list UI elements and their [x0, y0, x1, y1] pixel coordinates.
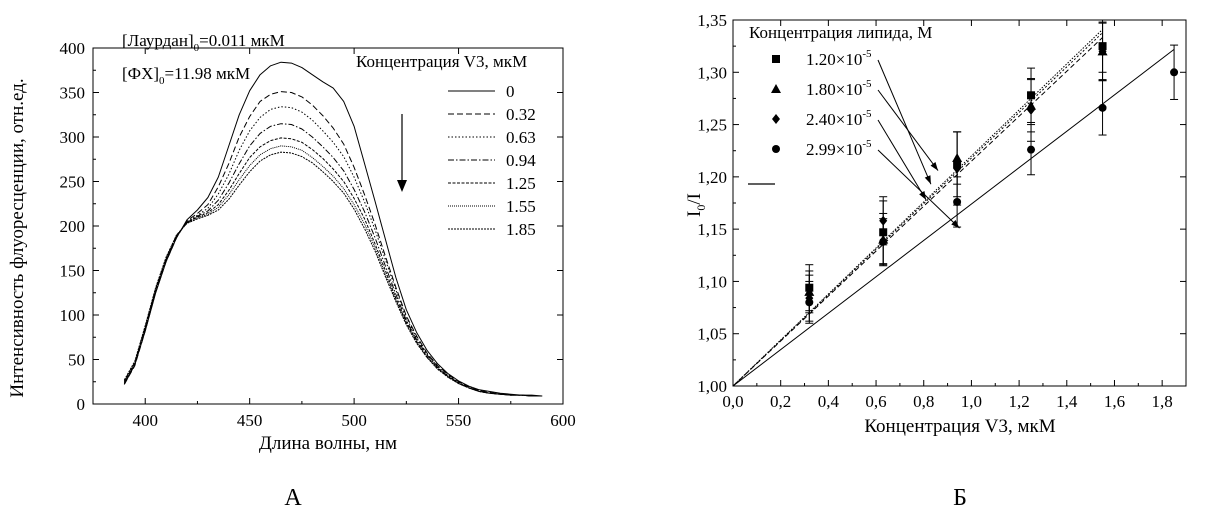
annotation-laurdan: [Лаурдан]0=0.011 мкМ [122, 31, 285, 54]
chart-a-ylabel: Интенсивность флуоресценции, отн.ед. [7, 78, 28, 397]
chart-a-xlabel: Длина волны, нм [259, 433, 397, 454]
legend-arrow [878, 150, 960, 228]
y-tick-label: 200 [60, 217, 86, 236]
circle-marker [805, 298, 813, 306]
chart-a-ticks: 400 450 500 550 600 0 50 100 150 200 250 300 350 400 [60, 39, 576, 430]
y-tick-label: 1,00 [697, 377, 727, 396]
y-tick-label: 0 [77, 395, 86, 414]
x-tick-label: 1,4 [1056, 392, 1078, 411]
x-tick-label: 400 [132, 411, 158, 430]
x-tick-label: 1,2 [1008, 392, 1029, 411]
chart-b-fit-lines [733, 29, 1174, 386]
arrowhead-icon [925, 175, 931, 184]
spectrum-curve [124, 124, 542, 396]
spectrum-curve [124, 107, 542, 396]
y-tick-label: 300 [60, 128, 86, 147]
y-tick-label: 1,35 [697, 11, 727, 30]
y-tick-label: 400 [60, 39, 86, 58]
circle-marker [953, 198, 961, 206]
x-tick-label: 500 [341, 411, 367, 430]
chart-b-legend-arrows [878, 60, 960, 228]
chart-a-legend-title: Концентрация V3, мкМ [356, 52, 527, 71]
x-tick-label: 0,8 [913, 392, 934, 411]
y-tick-label: 1,25 [697, 116, 727, 135]
legend-label: 2.99×10-5 [806, 138, 872, 159]
legend-label: 0.32 [506, 105, 536, 124]
panel-label-b: Б [953, 485, 967, 511]
y-tick-label: 250 [60, 173, 86, 192]
x-tick-label: 600 [550, 411, 576, 430]
circle-marker [879, 238, 887, 246]
panel-label-a: А [284, 485, 302, 511]
circle-marker [1099, 104, 1107, 112]
circle-marker [1027, 146, 1035, 154]
legend-arrow [878, 120, 926, 200]
legend-label: 2.40×10-5 [806, 108, 872, 129]
triangle-marker [771, 84, 781, 93]
spectrum-curve [124, 152, 542, 396]
chart-b: 0,0 0,2 0,4 0,6 0,8 1,0 1,2 1,4 1,6 1,81,001,051,… [684, 11, 1186, 511]
spectrum-curve [124, 138, 542, 396]
annotation-fx: [ФХ]0=11.98 мкМ [122, 64, 250, 87]
square-marker [772, 55, 780, 63]
decrease-arrow-icon [397, 180, 407, 192]
y-tick-label: 150 [60, 262, 86, 281]
y-tick-label: 1,30 [697, 63, 727, 82]
legend-label: 0 [506, 82, 515, 101]
x-tick-label: 1,0 [961, 392, 982, 411]
x-tick-label: 1,8 [1152, 392, 1173, 411]
x-tick-label: 450 [237, 411, 263, 430]
y-tick-label: 1,05 [697, 325, 727, 344]
spectrum-curve [124, 92, 542, 396]
circle-marker [772, 145, 780, 153]
chart-b-legend: 1.20×10-5 1.80×10-5 2.40×10-5 2.99×10-5 [771, 48, 872, 159]
x-tick-label: 550 [446, 411, 472, 430]
chart-a-frame [93, 48, 563, 404]
y-tick-label: 100 [60, 306, 86, 325]
y-tick-label: 1,20 [697, 168, 727, 187]
fit-line [733, 33, 1103, 386]
chart-b-legend-title: Концентрация липида, М [749, 23, 932, 42]
chart-b-ylabel: I0/I [684, 193, 708, 217]
legend-arrow [878, 60, 931, 184]
chart-a-legend: 0 0.32 0.63 0.94 1.25 1.55 1.85 [448, 82, 536, 239]
legend-label: 1.80×10-5 [806, 78, 872, 99]
x-tick-label: 1,6 [1104, 392, 1125, 411]
y-tick-label: 1,10 [697, 272, 727, 291]
y-tick-label: 50 [68, 351, 85, 370]
x-tick-label: 0,6 [865, 392, 886, 411]
circle-marker [1170, 68, 1178, 76]
legend-label: 1.55 [506, 197, 536, 216]
legend-label: 1.20×10-5 [806, 48, 872, 69]
legend-label: 1.25 [506, 174, 536, 193]
arrowhead-icon [931, 162, 939, 171]
legend-label: 1.85 [506, 220, 536, 239]
fit-line [733, 38, 1103, 386]
chart-a: 400 450 500 550 600 0 50 100 150 200 250 300 350400 … [7, 31, 576, 511]
diamond-marker [772, 114, 780, 124]
y-tick-label: 350 [60, 84, 86, 103]
y-tick-label: 1,15 [697, 220, 727, 239]
legend-label: 0.63 [506, 128, 536, 147]
x-tick-label: 0,4 [818, 392, 840, 411]
chart-b-xlabel: Концентрация V3, мкМ [864, 416, 1055, 437]
legend-label: 0.94 [506, 151, 536, 170]
spectrum-curve [124, 146, 542, 396]
fit-line [733, 49, 1174, 386]
x-tick-label: 0,2 [770, 392, 791, 411]
